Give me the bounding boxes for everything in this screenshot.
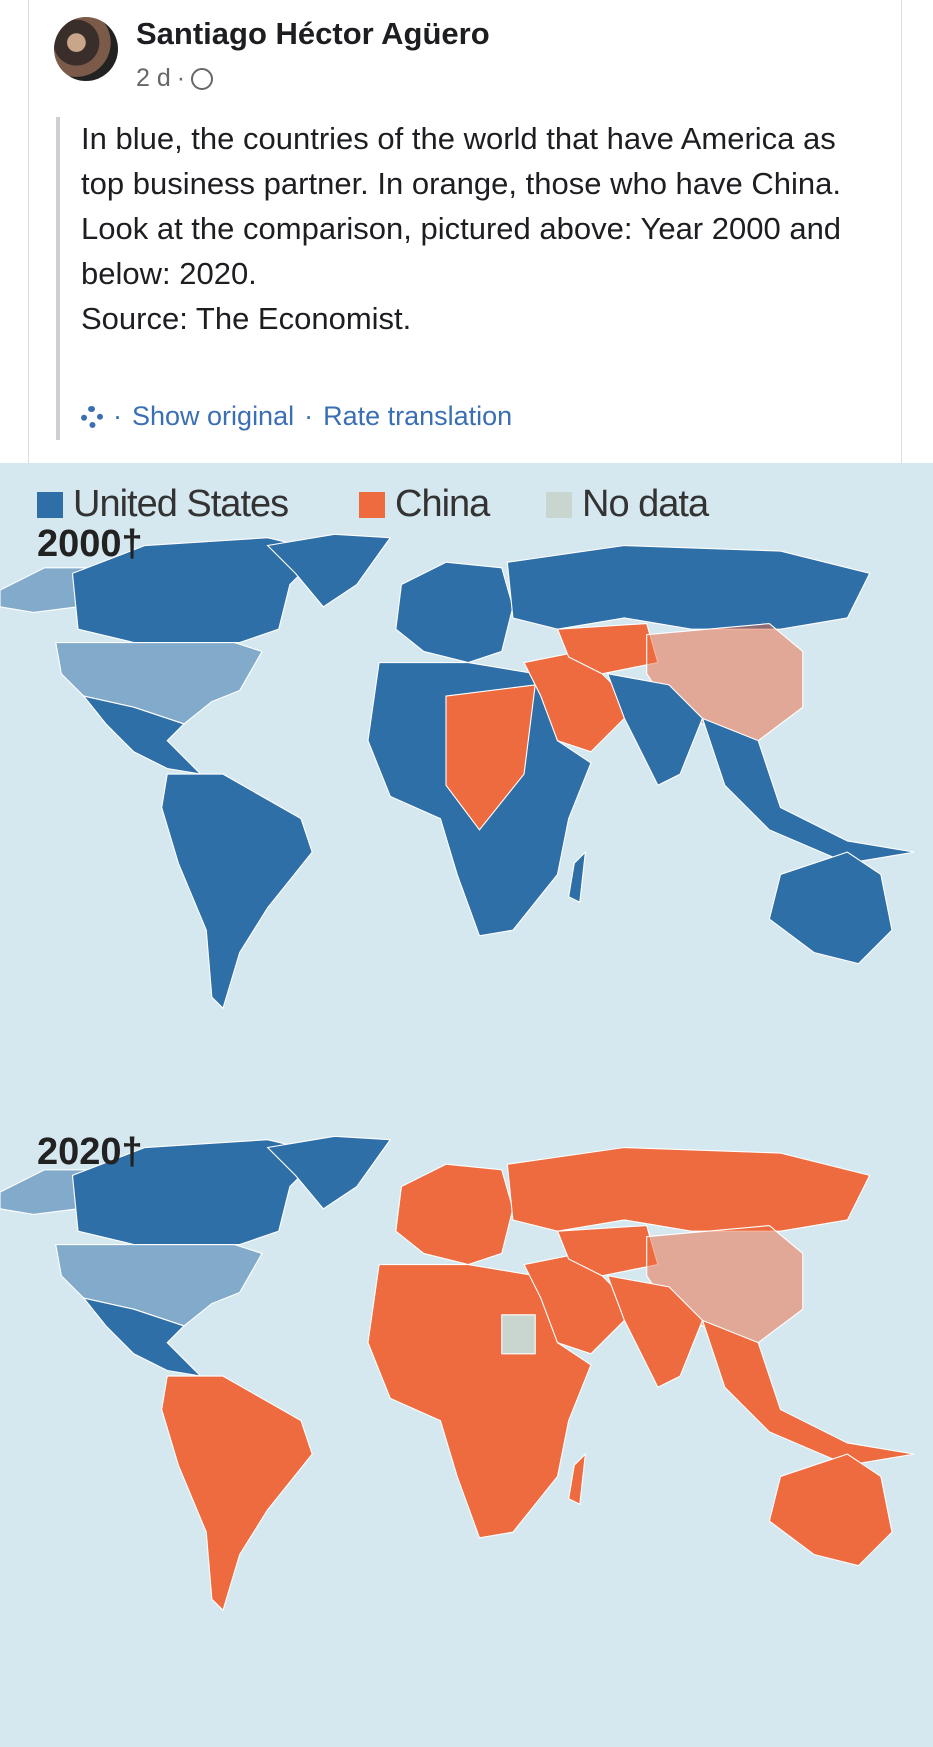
country-region [395,561,514,664]
world-map [0,533,915,1010]
country-region [55,1243,263,1327]
legend-swatch [37,491,63,518]
action-link[interactable]: Rate translation [323,401,513,431]
legend-item: United States [37,483,289,526]
country-region [606,1275,704,1388]
country-region [161,773,313,1010]
legend-label: United States [73,483,289,525]
world-map [0,1135,915,1612]
country-region [395,1163,514,1266]
country-region [701,1319,915,1466]
post-paragraph: Look at the comparison, pictured above: … [81,211,842,291]
panel-label: 2000† [37,523,143,565]
country-region [501,1314,536,1355]
separator: · [113,401,122,431]
map-image: United States China No data 2000† 2020† [0,463,933,1747]
quote-bar [56,117,60,440]
country-region [506,544,871,630]
country-region [701,717,915,864]
settings-icon[interactable] [81,405,103,428]
country-region [568,850,587,904]
post-paragraph: Source: The Economist. [81,301,412,336]
separator: · [176,64,186,92]
privacy-icon [191,67,214,90]
legend-item: No data [546,483,709,526]
country-region [445,684,536,831]
legend-label: No data [582,483,709,525]
legend-item: China [359,483,490,526]
post-card [28,0,902,463]
country-region [768,851,893,965]
country-region [768,1453,893,1567]
country-region [506,1146,871,1232]
avatar[interactable] [54,17,118,81]
country-region [556,622,659,675]
separator: · [304,401,314,431]
country-region [556,1224,659,1277]
translation-actions: · Show original · Rate translation [81,401,512,432]
legend-label: China [395,483,490,525]
action-link[interactable]: Show original [132,401,295,431]
post-text: In blue, the countries of the world that… [81,116,881,341]
country-region [568,1452,587,1506]
legend-swatch [359,491,385,518]
panel-label: 2020† [37,1131,143,1173]
country-region [161,1375,313,1612]
country-region [71,537,325,644]
country-region [606,673,704,786]
country-region [266,533,392,608]
country-region [71,1139,325,1246]
country-region [266,1135,392,1210]
world-maps [0,533,915,1612]
legend-swatch [546,491,572,518]
country-region [55,641,263,725]
author-name[interactable]: Santiago Héctor Agüero [136,16,490,51]
post-paragraph: In blue, the countries of the world that… [81,121,841,201]
post-meta: 2 d · [136,64,214,93]
post-time[interactable]: 2 d [136,64,171,92]
